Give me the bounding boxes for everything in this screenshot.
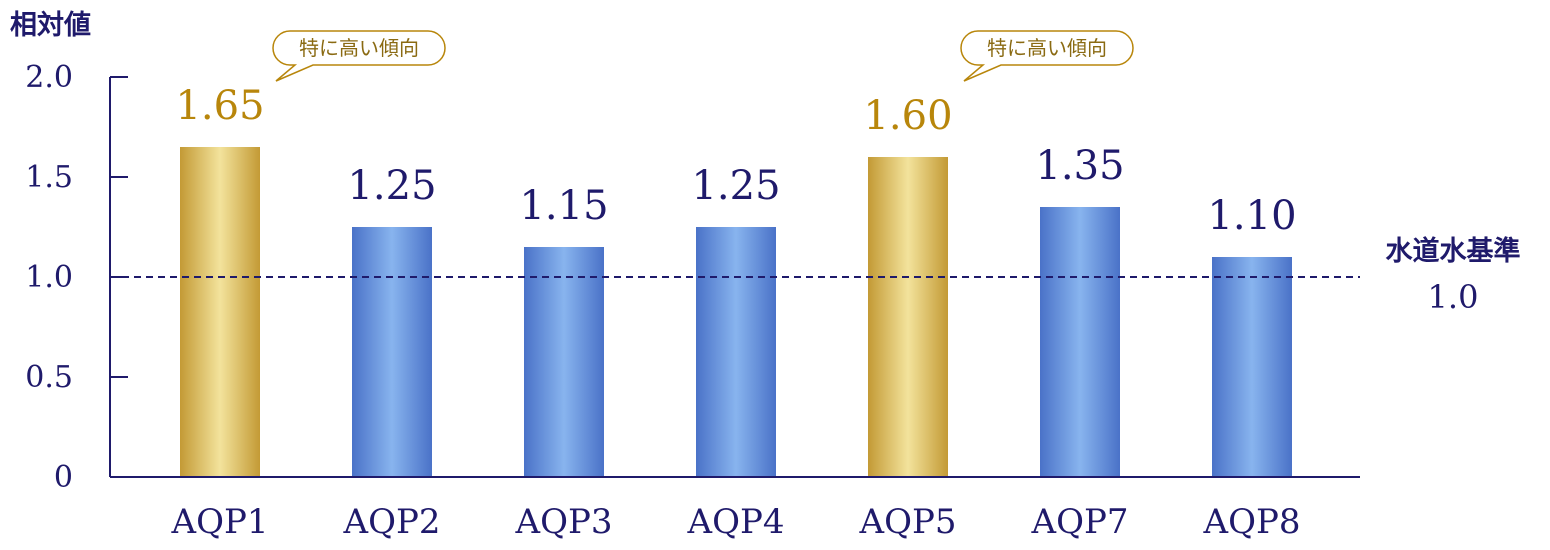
bar-aqp7	[1040, 207, 1120, 476]
callout-aqp1: 特に高い傾向	[272, 30, 446, 82]
category-label-aqp7: AQP7	[1031, 502, 1129, 542]
category-label-aqp8: AQP8	[1203, 502, 1301, 542]
y-tick-label: 2.0	[25, 60, 73, 95]
y-tick-label: 0	[54, 460, 73, 495]
value-label-aqp2: 1.25	[347, 163, 436, 209]
value-label-aqp4: 1.25	[691, 163, 780, 209]
callout-aqp5: 特に高い傾向	[960, 30, 1134, 82]
y-tick-label: 1.5	[25, 160, 73, 195]
reference-line-label: 水道水基準	[1386, 235, 1521, 267]
value-label-aqp7: 1.35	[1035, 143, 1124, 189]
category-label-aqp5: AQP5	[859, 502, 957, 542]
value-label-aqp1: 1.65	[175, 83, 264, 129]
value-label-aqp3: 1.15	[519, 183, 608, 229]
value-label-aqp5: 1.60	[863, 93, 952, 139]
axes: 0 0.5 1.0 1.5 2.0	[25, 60, 1360, 495]
y-tick-label: 0.5	[25, 360, 73, 395]
category-label-aqp1: AQP1	[171, 502, 269, 542]
labels: 1.65 AQP1 1.25 AQP2 1.15 AQP3 1.25 AQP4 1.60 AQP5…	[110, 83, 1521, 542]
bar-aqp1	[180, 147, 260, 476]
category-label-aqp3: AQP3	[515, 502, 613, 542]
callouts: 特に高い傾向 特に高い傾向	[272, 30, 1134, 82]
bar-aqp8	[1212, 257, 1292, 476]
callout-bubble	[272, 30, 446, 82]
bar-aqp3	[524, 247, 604, 476]
callout-text: 特に高い傾向	[299, 36, 419, 60]
bar-aqp5	[868, 157, 948, 476]
y-tick-label: 1.0	[25, 260, 73, 295]
category-label-aqp2: AQP2	[343, 502, 441, 542]
y-axis-title: 相対値	[10, 10, 91, 41]
bar-aqp4	[696, 227, 776, 476]
bars	[180, 147, 1292, 476]
reference-line-value: 1.0	[1428, 278, 1479, 316]
callout-text: 特に高い傾向	[987, 36, 1107, 60]
value-label-aqp8: 1.10	[1207, 193, 1296, 239]
callout-bubble	[960, 30, 1134, 82]
category-label-aqp4: AQP4	[687, 502, 785, 542]
bar-aqp2	[352, 227, 432, 476]
